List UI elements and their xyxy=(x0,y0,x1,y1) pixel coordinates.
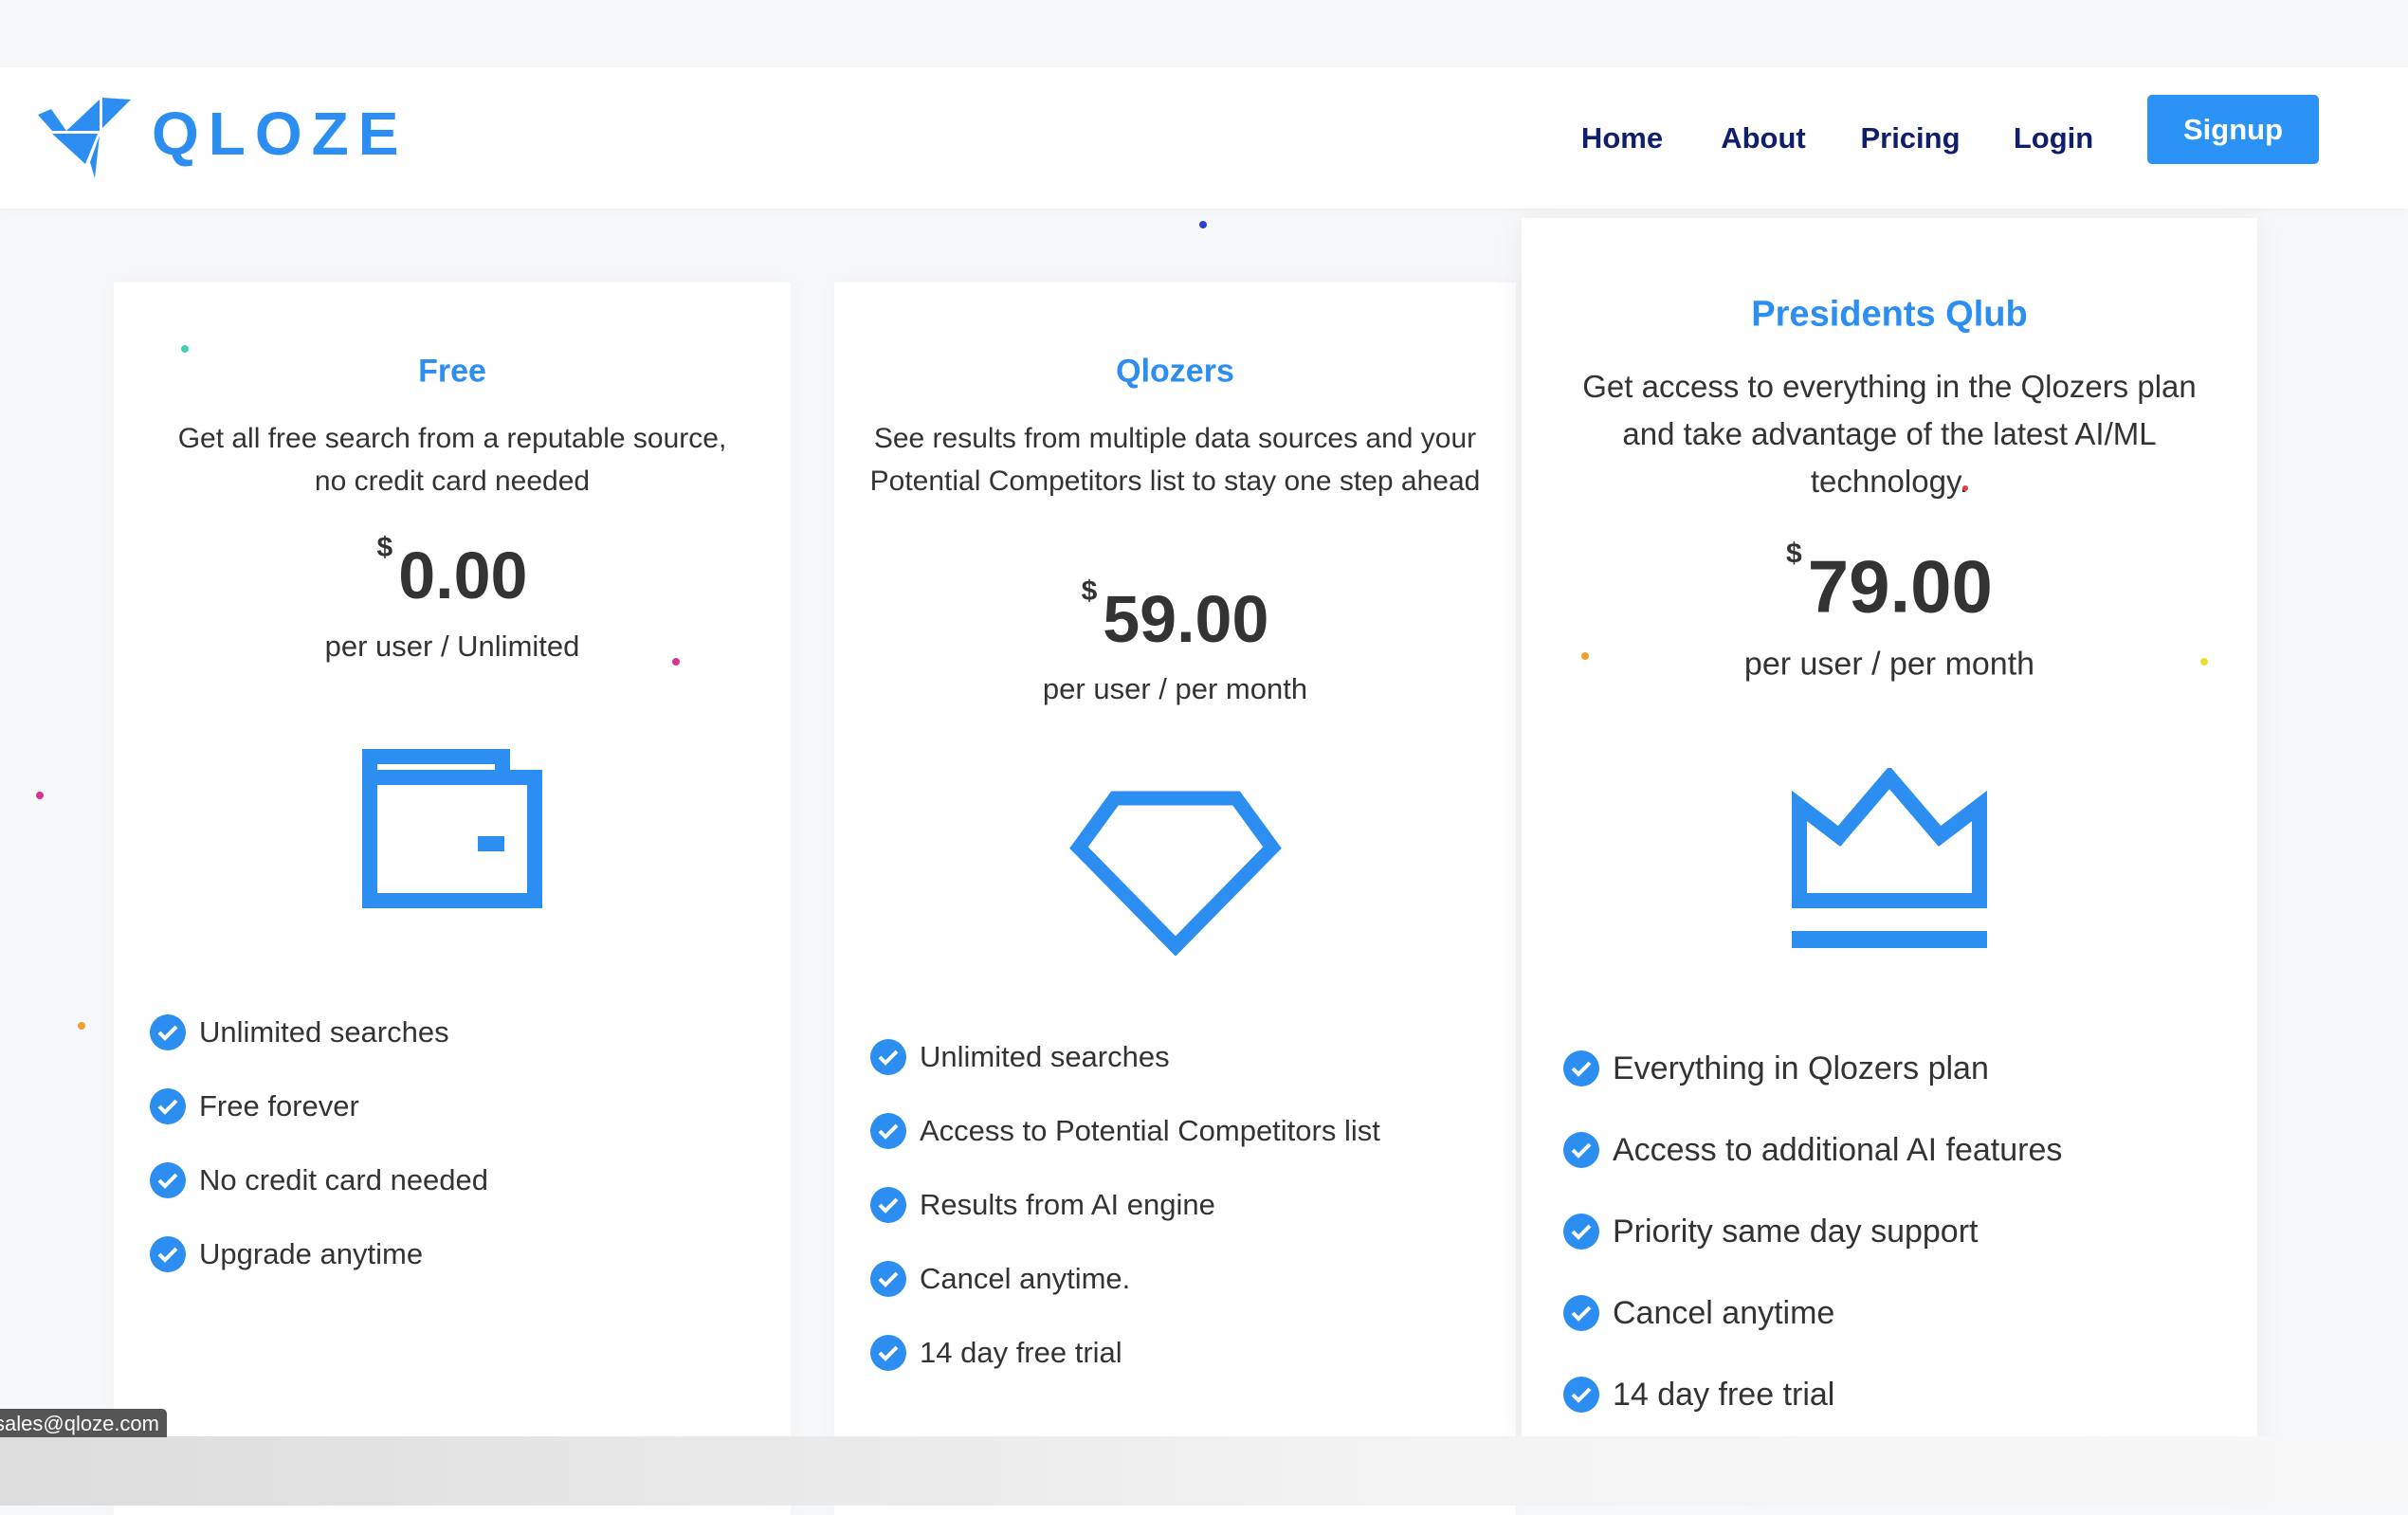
plan-description: Get access to everything in the Qlozers … xyxy=(1582,369,2197,499)
feature-item: Upgrade anytime xyxy=(150,1217,488,1291)
feature-text: Everything in Qlozers plan xyxy=(1613,1050,1989,1086)
plan-price: $79.00 xyxy=(1522,538,2257,630)
feature-text: Cancel anytime xyxy=(1613,1294,1835,1331)
feature-item: 14 day free trial xyxy=(870,1316,1380,1390)
brand-name: QLOZE xyxy=(152,99,409,168)
feature-text: 14 day free trial xyxy=(1613,1376,1835,1413)
check-circle-icon xyxy=(150,1088,186,1124)
price-value: 59.00 xyxy=(1103,582,1269,656)
feature-text: Access to Potential Competitors list xyxy=(920,1114,1380,1147)
confetti-dot xyxy=(1581,652,1589,660)
nav-home[interactable]: Home xyxy=(1580,120,1664,155)
confetti-dot xyxy=(36,792,44,799)
feature-item: Unlimited searches xyxy=(150,995,488,1069)
price-value: 0.00 xyxy=(398,538,528,612)
plan-card-qlozers: Qlozers See results from multiple data s… xyxy=(834,283,1516,1515)
plan-price: $59.00 xyxy=(834,575,1516,657)
feature-item: Free forever xyxy=(150,1069,488,1143)
check-circle-icon xyxy=(150,1236,186,1272)
feature-text: No credit card needed xyxy=(199,1163,489,1196)
logo[interactable]: QLOZE xyxy=(38,88,408,178)
check-circle-icon xyxy=(870,1335,906,1371)
confetti-dot xyxy=(1199,221,1207,228)
check-circle-icon xyxy=(1563,1214,1599,1250)
check-circle-icon xyxy=(870,1187,906,1223)
confetti-dot xyxy=(672,658,680,666)
feature-item: Cancel anytime xyxy=(1563,1272,2062,1354)
feature-text: Priority same day support xyxy=(1613,1213,1979,1250)
plan-period: per user / Unlimited xyxy=(324,630,580,663)
feature-text: Results from AI engine xyxy=(920,1188,1215,1221)
feature-item: Unlimited searches xyxy=(870,1020,1380,1094)
check-circle-icon xyxy=(870,1039,906,1075)
page-bottom-band xyxy=(0,1436,2408,1506)
diamond-icon xyxy=(834,791,1516,956)
feature-item: Access to additional AI features xyxy=(1563,1109,2062,1191)
price-value: 79.00 xyxy=(1807,544,1993,629)
feature-text: Unlimited searches xyxy=(920,1040,1170,1073)
feature-item: Access to Potential Competitors list xyxy=(870,1094,1380,1168)
currency-symbol: $ xyxy=(376,532,393,563)
feature-item: Everything in Qlozers plan xyxy=(1563,1028,2062,1109)
plan-description: See results from multiple data sources a… xyxy=(869,423,1481,497)
confetti-dot xyxy=(78,1022,85,1030)
feature-item: 14 day free trial xyxy=(1563,1354,2062,1435)
currency-symbol: $ xyxy=(1786,538,1802,570)
feature-text: Free forever xyxy=(199,1089,359,1123)
plan-card-presidents-qlub: Presidents Qlub Get access to everything… xyxy=(1522,218,2257,1451)
feature-text: Cancel anytime. xyxy=(920,1262,1131,1295)
feature-item: Results from AI engine xyxy=(870,1168,1380,1242)
plan-period: per user / per month xyxy=(1743,646,2035,683)
confetti-dot xyxy=(1962,485,1968,491)
confetti-dot xyxy=(2200,658,2208,666)
check-circle-icon xyxy=(150,1162,186,1198)
feature-item: Priority same day support xyxy=(1563,1191,2062,1272)
nav-pricing[interactable]: Pricing xyxy=(1860,120,1961,155)
feature-text: Unlimited searches xyxy=(199,1015,449,1049)
signup-button[interactable]: Signup xyxy=(2147,95,2319,164)
feature-text: 14 day free trial xyxy=(920,1336,1122,1369)
check-circle-icon xyxy=(870,1261,906,1297)
check-circle-icon xyxy=(1563,1132,1599,1168)
wallet-icon xyxy=(114,749,791,908)
confetti-dot xyxy=(181,345,189,353)
plan-title: Free xyxy=(418,353,486,390)
feature-text: Upgrade anytime xyxy=(199,1237,424,1270)
check-circle-icon xyxy=(1563,1295,1599,1331)
plan-period: per user / per month xyxy=(1042,672,1308,705)
check-circle-icon xyxy=(1563,1050,1599,1086)
plan-title: Qlozers xyxy=(1116,353,1234,390)
feature-list: Unlimited searches Free forever No credi… xyxy=(150,995,488,1291)
bird-logo-icon xyxy=(38,98,131,178)
feature-text: Access to additional AI features xyxy=(1613,1131,2063,1168)
check-circle-icon xyxy=(1563,1377,1599,1413)
site-header: QLOZE Home About Pricing Login Signup xyxy=(0,67,2408,209)
feature-list: Unlimited searches Access to Potential C… xyxy=(870,1020,1380,1390)
plan-description: Get all free search from a reputable sou… xyxy=(177,423,727,497)
currency-symbol: $ xyxy=(1081,575,1098,607)
feature-item: Cancel anytime. xyxy=(870,1242,1380,1316)
link-status-tooltip: sales@qloze.com xyxy=(0,1409,167,1437)
nav-login[interactable]: Login xyxy=(2013,120,2094,155)
check-circle-icon xyxy=(150,1014,186,1050)
crown-icon xyxy=(1522,768,2257,954)
check-circle-icon xyxy=(870,1113,906,1149)
feature-item: No credit card needed xyxy=(150,1143,488,1217)
feature-list: Everything in Qlozers plan Access to add… xyxy=(1563,1028,2062,1435)
plan-title: Presidents Qlub xyxy=(1751,294,2028,335)
nav-about[interactable]: About xyxy=(1721,120,1806,155)
plan-card-free: Free Get all free search from a reputabl… xyxy=(114,283,791,1515)
plan-price: $0.00 xyxy=(114,532,791,613)
